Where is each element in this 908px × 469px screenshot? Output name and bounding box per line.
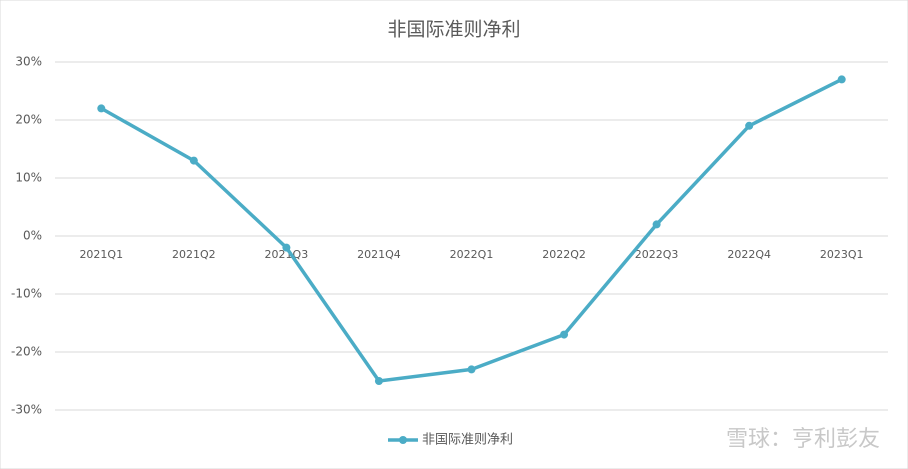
y-tick-label: 30% xyxy=(15,55,42,69)
marker xyxy=(374,377,383,385)
marker xyxy=(652,220,661,229)
chart-title: 非国际准则净利 xyxy=(387,19,520,41)
x-tick-label: 2022Q4 xyxy=(727,248,771,261)
y-tick-label: 20% xyxy=(15,113,42,127)
x-tick-label: 2022Q2 xyxy=(542,248,586,261)
marker xyxy=(467,365,476,374)
legend-marker xyxy=(399,436,407,444)
x-tick-label: 2021Q1 xyxy=(79,248,123,261)
marker xyxy=(745,121,754,130)
x-tick-label: 2022Q1 xyxy=(450,248,494,261)
y-tick-label: 0% xyxy=(23,229,42,243)
marker xyxy=(560,330,569,339)
y-tick-label: -20% xyxy=(11,345,42,359)
marker xyxy=(97,104,106,113)
y-tick-label: -10% xyxy=(11,287,42,301)
legend-label: 非国际准则净利 xyxy=(422,433,513,448)
x-tick-label: 2021Q3 xyxy=(265,248,309,261)
x-tick-label: 2023Q1 xyxy=(820,248,864,261)
marker xyxy=(282,243,291,252)
x-tick-label: 2022Q3 xyxy=(635,248,679,261)
marker xyxy=(189,156,198,165)
x-tick-label: 2021Q4 xyxy=(357,248,401,261)
x-tick-label: 2021Q2 xyxy=(172,248,216,261)
watermark: 雪球：亨利彭友 xyxy=(726,427,880,452)
y-tick-label: -30% xyxy=(11,403,42,417)
marker xyxy=(837,75,846,84)
y-tick-label: 10% xyxy=(15,171,42,185)
